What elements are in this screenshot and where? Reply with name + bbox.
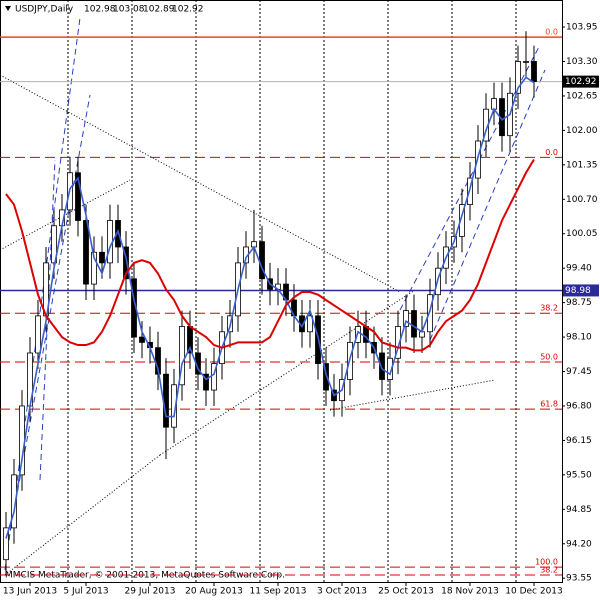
x-tick-label: 11 Sep 2013: [249, 587, 306, 597]
ohlc-open: 102.98: [84, 5, 116, 15]
candle-body: [427, 294, 433, 333]
y-tick-label: 100.05: [566, 229, 598, 239]
ohlc-close: 102.92: [172, 5, 204, 15]
candle-body: [203, 373, 209, 391]
fibo-label: 0.0: [545, 28, 558, 37]
y-tick-label: 103.30: [566, 57, 598, 67]
candle-body: [307, 315, 313, 333]
ohlc-low: 102.89: [143, 5, 175, 15]
candle-body: [75, 172, 81, 221]
x-tick-label: 3 Oct 2013: [317, 587, 367, 597]
candle-body: [523, 61, 529, 63]
y-tick-label: 95.50: [566, 470, 592, 480]
trend-line: [429, 69, 546, 341]
x-tick-label: 10 Dec 2013: [505, 587, 563, 597]
candle-body: [179, 326, 185, 386]
candle-body: [163, 373, 169, 428]
y-tick-label: 101.35: [566, 160, 598, 170]
candle-body: [123, 246, 129, 280]
fibo-label: 61.8: [540, 400, 558, 409]
moving-average: [5, 76, 535, 539]
y-tick-label: 99.40: [566, 264, 592, 274]
fibo-label: 100.0: [535, 558, 558, 567]
price-marker-box: [563, 284, 599, 297]
y-tick-label: 98.10: [566, 333, 592, 343]
symbol: USDJPY,Daily: [15, 5, 74, 15]
plot-frame: [0, 0, 563, 583]
candle-body: [411, 310, 417, 338]
trend-line: [0, 179, 131, 251]
candle-body: [459, 204, 465, 237]
y-tick-label: 93.55: [566, 574, 592, 584]
price-marker-label: 102.92: [565, 77, 597, 87]
candle-body: [211, 363, 217, 391]
candle-body: [11, 474, 17, 529]
y-tick-label: 94.20: [566, 539, 592, 549]
price-marker-label: 98.98: [565, 286, 591, 296]
ohlc-high: 103.08: [113, 5, 145, 15]
price-marker-box: [563, 75, 599, 88]
y-tick-label: 102.00: [566, 126, 598, 136]
x-tick-label: 20 Aug 2013: [185, 587, 243, 597]
y-tick-label: 96.15: [566, 436, 592, 446]
candle-body: [171, 384, 177, 428]
fibo-label: 38.2: [540, 304, 558, 313]
y-tick-label: 102.65: [566, 91, 598, 101]
candle-body: [379, 352, 385, 380]
fibo-label: 38.2: [540, 566, 558, 575]
candle-body: [387, 357, 393, 380]
moving-average: [5, 159, 535, 352]
x-tick-label: 13 Jun 2013: [3, 587, 57, 597]
x-tick-label: 25 Oct 2013: [378, 587, 434, 597]
y-tick-label: 94.85: [566, 505, 592, 515]
candle-body: [107, 220, 113, 264]
candle-body: [323, 363, 329, 391]
candle-body: [491, 98, 497, 110]
candle-body: [83, 220, 89, 285]
candle-body: [91, 251, 97, 285]
x-tick-label: 5 Jul 2013: [63, 587, 108, 597]
trend-line: [4, 17, 81, 571]
candle-body: [51, 225, 57, 264]
trend-line: [0, 74, 401, 293]
candle-body: [99, 251, 105, 264]
fibo-label: 50.0: [540, 352, 558, 361]
x-tick-label: 29 Jul 2013: [125, 587, 176, 597]
candle-body: [35, 315, 41, 354]
y-tick-label: 97.45: [566, 367, 592, 377]
y-tick-label: 96.80: [566, 401, 592, 411]
candle-body: [531, 61, 537, 83]
candle-body: [139, 336, 145, 343]
candle-body: [3, 527, 9, 561]
fibo-label: 0.0: [545, 148, 558, 157]
candle-body: [515, 61, 521, 94]
y-tick-label: 98.75: [566, 298, 592, 308]
y-tick-label: 103.95: [566, 23, 598, 33]
menu-arrow: [5, 6, 11, 11]
trend-line: [329, 379, 496, 411]
y-tick-label: 100.70: [566, 195, 598, 205]
candle-body: [19, 405, 25, 476]
x-tick-label: 18 Nov 2013: [441, 587, 499, 597]
candle-body: [403, 310, 409, 327]
trend-line: [39, 159, 56, 481]
candle-body: [395, 326, 401, 359]
